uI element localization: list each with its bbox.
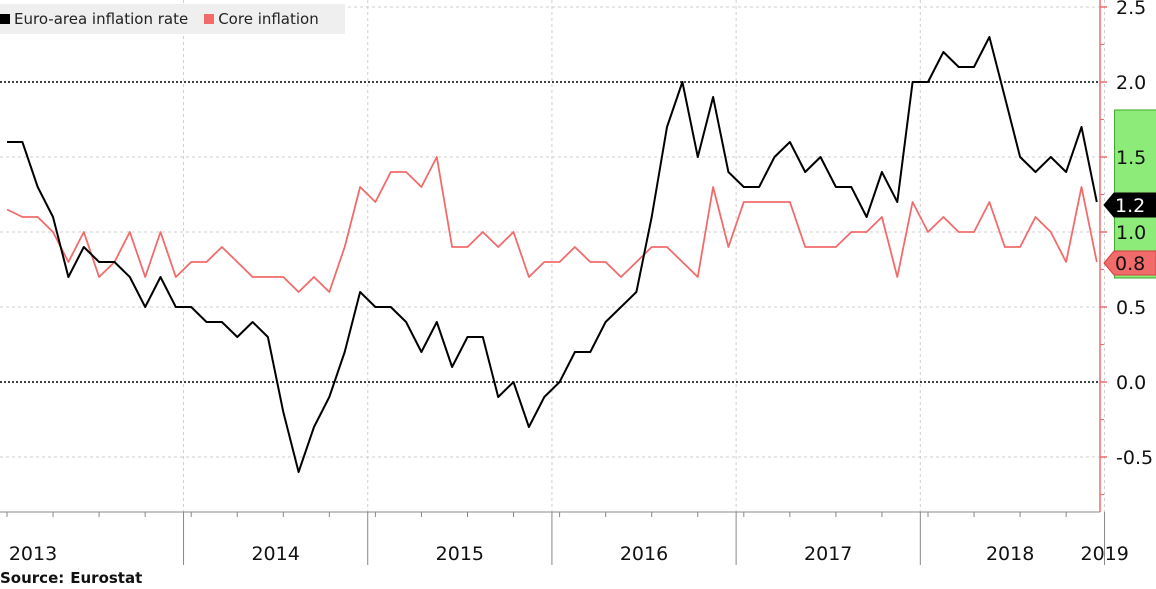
legend-label-core: Core inflation: [218, 10, 319, 28]
source-label: Source:: [0, 569, 65, 587]
source-value: Eurostat: [70, 569, 143, 587]
chart-legend: Euro-area inflation rate Core inflation: [0, 4, 345, 34]
legend-swatch-euro: [0, 14, 10, 24]
y-tick-label: 0.0: [1116, 372, 1146, 394]
y-tick-label: 2.0: [1116, 72, 1146, 94]
x-tick-label: 2014: [251, 543, 299, 565]
series-line-core: [6, 156, 1098, 293]
x-tick-label: 2016: [620, 543, 668, 565]
end-label-core: 0.8: [1115, 253, 1145, 275]
x-tick-label: 2015: [436, 543, 484, 565]
end-tag-core: [1103, 250, 1156, 276]
legend-label-euro: Euro-area inflation rate: [14, 10, 189, 28]
source-note: Source: Eurostat: [0, 569, 142, 587]
y-tick-label: 1.5: [1116, 147, 1146, 169]
y-tick-label: 1.0: [1116, 222, 1146, 244]
x-tick-label: 2017: [804, 543, 852, 565]
x-tick-label: 2019: [1081, 543, 1129, 565]
end-tag-euro: [1103, 192, 1156, 218]
legend-item-core: Core inflation: [204, 10, 319, 28]
x-tick-label: 2018: [986, 543, 1034, 565]
x-tick-label: 2013: [9, 543, 57, 565]
y-tick-label: 2.5: [1116, 0, 1146, 19]
y-tick-label: 0.5: [1116, 297, 1146, 319]
series-line-euro: [7, 36, 1098, 473]
y-tick-label: -0.5: [1116, 447, 1153, 469]
end-label-euro: 1.2: [1115, 195, 1145, 217]
legend-item-euro: Euro-area inflation rate: [0, 10, 188, 28]
legend-swatch-core: [204, 14, 215, 24]
